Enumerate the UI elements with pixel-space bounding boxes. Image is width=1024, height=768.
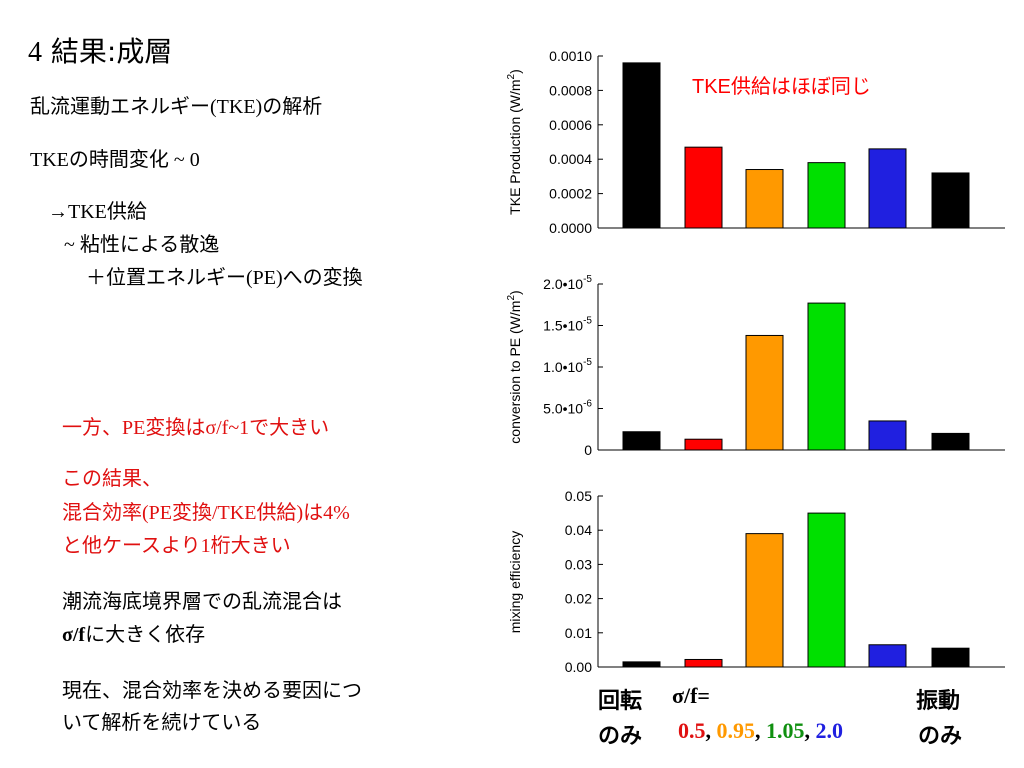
chart-bar: [807, 162, 846, 229]
y-tick-label: 0.0002: [549, 186, 592, 202]
note-pe-conversion-large: 一方、PE変換はσ/f~1で大きい: [62, 415, 330, 439]
chart-bar: [745, 533, 784, 668]
label-sigma-values: 0.5, 0.95, 1.05, 2.0: [678, 718, 844, 743]
chart-bar: [868, 148, 907, 229]
sigma-value-1-05: 1.05: [766, 718, 805, 743]
slide-title: 4 結果:成層: [28, 35, 173, 68]
y-tick-label: 0.0010: [549, 48, 592, 64]
conclusion-line-2: σ/fに大きく依存: [62, 622, 206, 646]
ongoing-line-1: 現在、混合効率を決める要因につ: [62, 678, 362, 702]
sigma-value-0-95: 0.95: [716, 718, 756, 743]
chart-bar: [745, 169, 784, 229]
y-tick-label: 0.05: [565, 488, 592, 504]
chart-bar: [622, 431, 661, 451]
chart-bar: [684, 146, 723, 229]
chart-bar: [807, 512, 846, 668]
sigma-value-2-0: 2.0: [815, 718, 844, 743]
bullet-tke-time-change: TKEの時間変化 ~ 0: [30, 147, 200, 171]
label-oscillation-only-bottom: のみ: [918, 724, 963, 749]
y-tick-label: 0.00: [565, 659, 592, 675]
chart-bar: [868, 420, 907, 451]
label-rotation-only-top: 回転: [598, 689, 643, 714]
bullet-dissipation: ~ 粘性による散逸: [64, 232, 220, 256]
chart-bar: [745, 334, 784, 451]
conclusion-line-1: 潮流海底境界層での乱流混合は: [62, 589, 342, 613]
y-tick-label: 0.02: [565, 591, 592, 607]
label-oscillation-only-top: 振動: [916, 689, 961, 714]
chart-conversion-to-pe: 0 5.0•10-6 1.0•10-5 1.5•10-5 2.0•10-5 convers…: [506, 274, 1005, 458]
y-tick-label: 0.0006: [549, 117, 592, 133]
chart-tke-production: 0.0000 0.0002 0.0004 0.0006 0.0008 0.0010 TKE …: [506, 48, 1005, 236]
y-tick-label: 2.0•10-5: [543, 274, 592, 292]
y-tick-label: 0.03: [565, 556, 592, 572]
note-order-larger: と他ケースより1桁大きい: [62, 533, 291, 557]
y-tick-label: 0: [584, 442, 592, 458]
chart-mixing-efficiency: 0.00 0.01 0.02 0.03 0.04 0.05 mixing efficienc…: [507, 488, 1005, 675]
chart-bar: [684, 438, 723, 451]
y-tick-label: 1.5•10-5: [543, 316, 592, 334]
label-sigma-f: σ/f=: [672, 683, 710, 708]
bullet-tke-analysis: 乱流運動エネルギー(TKE)の解析: [30, 94, 323, 118]
sigma-value-0-5: 0.5: [678, 718, 706, 743]
y-axis-label: TKE Production (W/m2): [506, 69, 523, 215]
chart-annotation: TKE供給はほぼ同じ: [692, 75, 871, 98]
y-tick-label: 0.0004: [549, 151, 592, 167]
chart-bar: [931, 172, 970, 229]
y-tick-label: 0.04: [565, 522, 592, 538]
chart-bar: [622, 661, 661, 668]
chart-bar: [622, 62, 661, 229]
note-mixing-efficiency: 混合効率(PE変換/TKE供給)は4%: [62, 500, 350, 524]
y-tick-label: 0.0000: [549, 220, 592, 236]
label-rotation-only-bottom: のみ: [598, 724, 643, 749]
y-axis-label: conversion to PE (W/m2): [506, 290, 523, 443]
bullet-pe-conversion: ＋位置エネルギー(PE)への変換: [86, 265, 363, 289]
bullet-tke-supply: →TKE供給: [48, 199, 147, 223]
y-tick-label: 0.01: [565, 625, 592, 641]
chart-bar: [931, 432, 970, 451]
note-result-intro: この結果、: [62, 466, 162, 490]
y-axis-label: mixing efficiency: [507, 531, 523, 633]
chart-bar: [807, 302, 846, 451]
y-tick-label: 0.0008: [549, 82, 592, 98]
chart-bar: [868, 644, 907, 668]
chart-bar: [684, 658, 723, 668]
y-tick-label: 1.0•10-5: [543, 357, 592, 375]
ongoing-line-2: いて解析を続けている: [62, 710, 262, 734]
chart-bar: [931, 647, 970, 668]
y-tick-label: 5.0•10-6: [543, 399, 592, 417]
